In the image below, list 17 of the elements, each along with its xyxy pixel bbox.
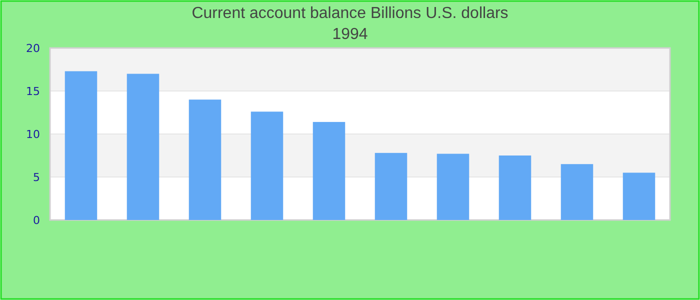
- bar: [498, 156, 532, 220]
- bar: [188, 100, 222, 220]
- bar: [64, 71, 98, 220]
- bar: [374, 152, 408, 220]
- y-tick-label: 15: [26, 84, 40, 98]
- bar: [250, 112, 284, 220]
- y-tick-label: 20: [26, 42, 40, 55]
- bar: [560, 164, 594, 220]
- y-tick-label: 0: [33, 214, 40, 227]
- bar: [436, 154, 470, 220]
- bar: [312, 122, 346, 220]
- chart-title: Current account balance Billions U.S. dollars: [192, 5, 508, 22]
- bar: [622, 172, 656, 220]
- bar: [126, 74, 160, 220]
- y-tick-label: 5: [33, 170, 40, 184]
- chart-subtitle: 1994: [332, 26, 368, 43]
- y-tick-label: 10: [26, 128, 40, 141]
